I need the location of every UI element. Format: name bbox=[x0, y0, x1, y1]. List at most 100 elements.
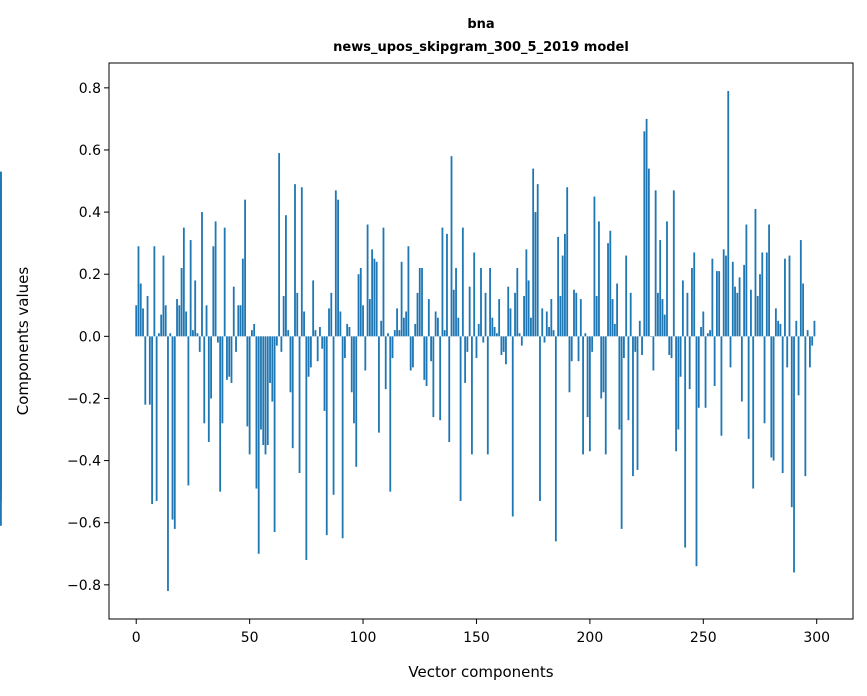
bar bbox=[316, 336, 319, 362]
bar bbox=[509, 308, 512, 337]
bar bbox=[137, 246, 140, 337]
bar bbox=[135, 305, 138, 337]
bar bbox=[722, 249, 725, 337]
bar bbox=[389, 336, 392, 492]
bar bbox=[368, 299, 371, 337]
bar bbox=[813, 320, 816, 337]
bar bbox=[323, 336, 326, 411]
bar bbox=[784, 258, 786, 337]
bar bbox=[353, 336, 355, 424]
bar bbox=[235, 336, 237, 352]
bar bbox=[176, 299, 178, 337]
bar bbox=[294, 184, 296, 337]
bar bbox=[609, 230, 612, 337]
bar bbox=[425, 336, 428, 387]
bar bbox=[448, 336, 451, 442]
bar bbox=[706, 333, 709, 337]
bar bbox=[541, 308, 544, 337]
bar bbox=[357, 274, 360, 337]
bar bbox=[654, 190, 657, 337]
bar bbox=[280, 336, 283, 352]
bar bbox=[554, 336, 557, 542]
bar bbox=[552, 330, 555, 337]
bar bbox=[457, 317, 460, 337]
bar bbox=[668, 336, 671, 355]
bar bbox=[661, 299, 664, 337]
bar bbox=[543, 336, 546, 343]
bar bbox=[262, 336, 265, 446]
y-tick-label: −0.4 bbox=[67, 454, 101, 470]
bar bbox=[167, 336, 169, 592]
bar bbox=[582, 336, 584, 455]
bar bbox=[307, 336, 310, 377]
bar bbox=[466, 336, 469, 352]
bar bbox=[452, 289, 455, 337]
bar bbox=[232, 286, 235, 337]
bar bbox=[804, 336, 807, 477]
bar bbox=[253, 323, 256, 337]
bar bbox=[382, 227, 385, 337]
bar bbox=[704, 336, 707, 408]
bar bbox=[550, 299, 553, 337]
bar bbox=[192, 330, 194, 337]
bar bbox=[139, 283, 142, 337]
bar bbox=[169, 333, 172, 337]
bar bbox=[344, 336, 346, 359]
bar bbox=[348, 327, 351, 337]
bar bbox=[534, 212, 537, 337]
y-tick-label: 0.8 bbox=[79, 81, 101, 97]
bar bbox=[652, 336, 655, 371]
bar bbox=[770, 336, 773, 458]
bar bbox=[525, 249, 528, 337]
bar bbox=[384, 336, 387, 390]
bar bbox=[455, 268, 457, 337]
bar bbox=[702, 311, 705, 337]
bar bbox=[341, 336, 344, 539]
bar bbox=[314, 330, 317, 337]
bar bbox=[393, 330, 396, 337]
bar bbox=[0, 336, 2, 427]
bar bbox=[747, 336, 750, 439]
bar bbox=[151, 336, 153, 505]
bar bbox=[407, 246, 410, 337]
bar bbox=[756, 295, 759, 337]
bar bbox=[627, 336, 630, 421]
bar bbox=[359, 268, 362, 337]
bar bbox=[711, 258, 714, 337]
bar bbox=[346, 323, 349, 337]
bar bbox=[607, 243, 609, 337]
bar bbox=[350, 336, 353, 393]
bar bbox=[559, 295, 562, 337]
bar bbox=[684, 336, 687, 548]
bar bbox=[423, 336, 426, 380]
bar bbox=[228, 336, 231, 377]
bar bbox=[248, 336, 251, 455]
bar bbox=[210, 336, 212, 399]
bar bbox=[799, 240, 802, 337]
bar bbox=[527, 280, 530, 337]
bar bbox=[681, 280, 684, 337]
bar bbox=[518, 333, 521, 337]
bar bbox=[679, 336, 682, 377]
bar bbox=[759, 274, 761, 337]
bar bbox=[604, 336, 607, 455]
bar bbox=[162, 255, 165, 337]
bar bbox=[502, 336, 505, 352]
bar bbox=[489, 268, 491, 337]
bar bbox=[282, 295, 285, 337]
bar bbox=[797, 336, 800, 396]
bar bbox=[239, 305, 242, 337]
bar bbox=[786, 336, 789, 368]
bar bbox=[666, 221, 668, 337]
bar bbox=[575, 292, 578, 337]
bar bbox=[439, 336, 442, 421]
bar bbox=[484, 292, 487, 337]
bar bbox=[437, 317, 439, 337]
bar bbox=[588, 336, 591, 452]
bar bbox=[811, 336, 814, 346]
bar bbox=[185, 311, 188, 337]
bar bbox=[257, 336, 260, 554]
bar bbox=[686, 292, 689, 337]
bar bbox=[672, 190, 675, 337]
bar bbox=[632, 336, 634, 477]
